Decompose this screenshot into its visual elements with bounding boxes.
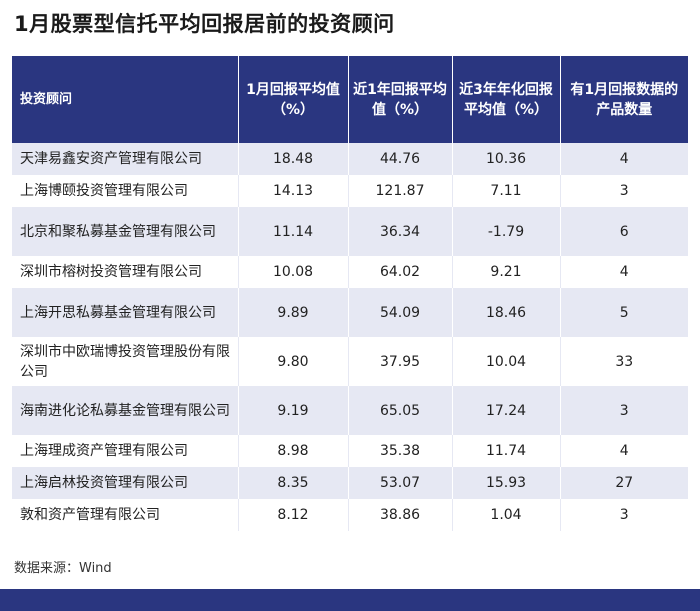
return-1m: 8.12 [237,499,348,531]
return-1m: 8.35 [237,467,348,499]
return-3y: 17.24 [451,386,560,435]
advisor-name: 上海理成资产管理有限公司 [12,435,238,467]
table-header-row: 投资顾问 1月回报平均值（%） 近1年回报平均值（%） 近3年年化回报平均值（%… [12,56,688,143]
table-row: 深圳市榕树投资管理有限公司 10.08 64.02 9.21 4 [12,256,688,288]
return-1m: 11.14 [237,207,348,256]
table-row: 上海理成资产管理有限公司 8.98 35.38 11.74 4 [12,435,688,467]
table-row: 天津易鑫安资产管理有限公司 18.48 44.76 10.36 4 [12,143,688,175]
product-count: 27 [559,467,688,499]
return-3y: 1.04 [451,499,560,531]
return-1y: 64.02 [347,256,452,288]
advisor-name: 海南进化论私募基金管理有限公司 [12,386,238,435]
return-3y: 15.93 [451,467,560,499]
return-1m: 9.19 [237,386,348,435]
table-row: 海南进化论私募基金管理有限公司 9.19 65.05 17.24 3 [12,386,688,435]
return-1y: 38.86 [347,499,452,531]
return-1y: 65.05 [347,386,452,435]
table-row: 上海开思私募基金管理有限公司 9.89 54.09 18.46 5 [12,288,688,337]
advisor-name: 北京和聚私募基金管理有限公司 [12,207,238,256]
return-1m: 14.13 [237,175,348,207]
table-row: 上海启林投资管理有限公司 8.35 53.07 15.93 27 [12,467,688,499]
return-1y: 53.07 [347,467,452,499]
page-title: 1月股票型信托平均回报居前的投资顾问 [14,12,395,36]
return-3y: 10.36 [451,143,560,175]
advisor-name: 上海启林投资管理有限公司 [12,467,238,499]
product-count: 3 [559,499,688,531]
return-3y: 9.21 [451,256,560,288]
header-advisor: 投资顾问 [12,56,238,143]
product-count: 4 [559,143,688,175]
table-row: 上海博颐投资管理有限公司 14.13 121.87 7.11 3 [12,175,688,207]
footer-bar [0,589,700,611]
advisor-name: 深圳市中欧瑞博投资管理股份有限公司 [12,337,238,386]
return-1m: 9.89 [237,288,348,337]
return-1y: 36.34 [347,207,452,256]
product-count: 4 [559,256,688,288]
return-1m: 10.08 [237,256,348,288]
header-product-count: 有1月回报数据的产品数量 [559,56,688,143]
data-source-note: 数据来源：Wind [14,561,112,576]
product-count: 33 [559,337,688,386]
return-1y: 121.87 [347,175,452,207]
return-1y: 44.76 [347,143,452,175]
header-1m-return: 1月回报平均值（%） [237,56,348,143]
table-row: 敦和资产管理有限公司 8.12 38.86 1.04 3 [12,499,688,531]
advisor-name: 敦和资产管理有限公司 [12,499,238,531]
table-row: 深圳市中欧瑞博投资管理股份有限公司 9.80 37.95 10.04 33 [12,337,688,386]
return-3y: 11.74 [451,435,560,467]
product-count: 6 [559,207,688,256]
advisor-name: 上海博颐投资管理有限公司 [12,175,238,207]
advisor-name: 深圳市榕树投资管理有限公司 [12,256,238,288]
product-count: 5 [559,288,688,337]
advisor-name: 上海开思私募基金管理有限公司 [12,288,238,337]
advisor-name: 天津易鑫安资产管理有限公司 [12,143,238,175]
header-1y-return: 近1年回报平均值（%） [347,56,452,143]
return-1m: 8.98 [237,435,348,467]
return-1m: 9.80 [237,337,348,386]
return-1y: 35.38 [347,435,452,467]
return-3y: -1.79 [451,207,560,256]
product-count: 3 [559,175,688,207]
product-count: 3 [559,386,688,435]
return-1y: 37.95 [347,337,452,386]
return-3y: 7.11 [451,175,560,207]
return-3y: 18.46 [451,288,560,337]
table-row: 北京和聚私募基金管理有限公司 11.14 36.34 -1.79 6 [12,207,688,256]
return-3y: 10.04 [451,337,560,386]
return-1y: 54.09 [347,288,452,337]
investment-advisor-table: 投资顾问 1月回报平均值（%） 近1年回报平均值（%） 近3年年化回报平均值（%… [12,56,688,531]
product-count: 4 [559,435,688,467]
header-3y-annualized: 近3年年化回报平均值（%） [451,56,560,143]
return-1m: 18.48 [237,143,348,175]
